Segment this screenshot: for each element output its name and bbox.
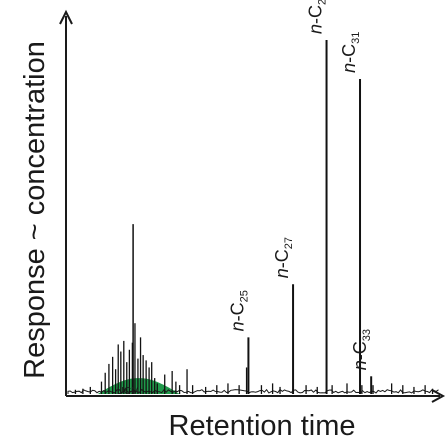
peak-label-n-c29: n-C29 [306, 0, 329, 34]
x-axis-title: Retention time [169, 410, 356, 441]
ucm-label: UCM [117, 386, 140, 397]
peak-label-n-c27: n-C27 [272, 237, 295, 278]
x-axis-arrow [431, 389, 446, 403]
chromatogram-trace-layer [67, 40, 439, 394]
peak-label-n-c33: n-C33 [350, 329, 373, 370]
y-axis-title: Response ~ concentration [19, 41, 51, 379]
peak-label-n-c31: n-C31 [339, 32, 362, 73]
y-axis-arrow [59, 9, 73, 25]
axes-layer [59, 9, 446, 403]
baseline-trace [67, 388, 439, 394]
peak-label-n-c25: n-C25 [227, 290, 250, 331]
peak-labels-layer: n-C25 n-C27 n-C29 n-C31 n-C33 [227, 0, 373, 370]
